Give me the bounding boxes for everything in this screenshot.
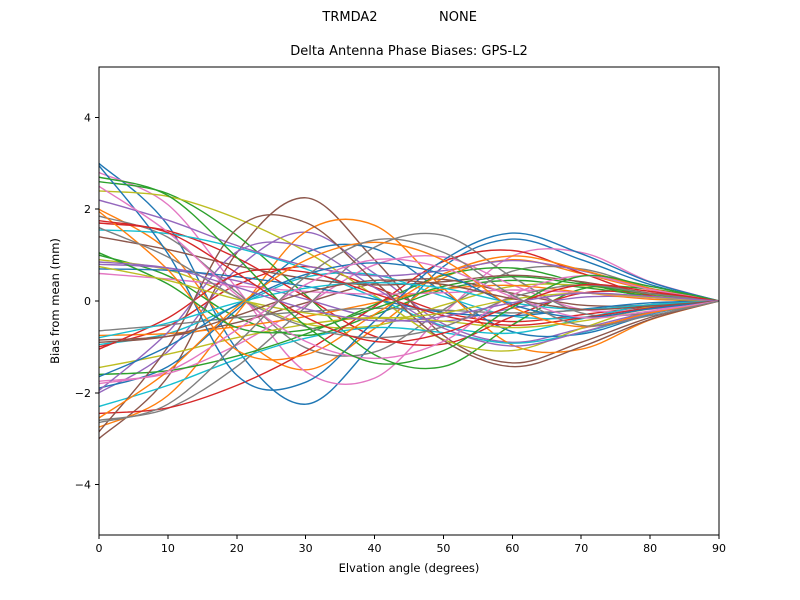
y-axis-label: Bias from mean (mm) (48, 238, 62, 364)
series-line (99, 199, 719, 302)
series-line (99, 262, 719, 378)
x-tick-label: 20 (230, 542, 244, 555)
series-line (99, 258, 719, 385)
y-tick-label: 4 (84, 111, 91, 124)
series-line (99, 231, 719, 394)
x-tick-label: 60 (505, 542, 519, 555)
series-line (99, 268, 719, 317)
series-line (99, 261, 719, 322)
series-line (99, 241, 719, 419)
series-line (99, 165, 719, 391)
x-axis-label: Elvation angle (degrees) (338, 561, 480, 575)
suptitle-mode: NONE (439, 10, 477, 25)
series-line (99, 243, 719, 389)
x-tick-label: 30 (299, 542, 313, 555)
y-tick-label: 2 (84, 203, 91, 216)
series-line (99, 238, 719, 424)
series-line (99, 214, 719, 433)
series-line (99, 185, 719, 360)
x-tick-label: 10 (161, 542, 175, 555)
x-tick-label: 50 (436, 542, 450, 555)
x-tick-label: 80 (643, 542, 657, 555)
series-line (99, 197, 719, 440)
series-lines (99, 162, 719, 440)
series-line (99, 176, 719, 365)
series-line (99, 232, 719, 421)
series-line (99, 210, 719, 361)
series-line (99, 279, 719, 343)
x-tick-label: 70 (574, 542, 588, 555)
series-line (99, 220, 719, 343)
series-line (99, 252, 719, 334)
y-tick-label: 0 (84, 295, 91, 308)
series-line (99, 281, 719, 339)
series-line (99, 284, 719, 337)
y-tick-label: −4 (75, 479, 91, 492)
chart-title: Delta Antenna Phase Biases: GPS-L2 (290, 44, 528, 59)
series-line (99, 208, 719, 371)
x-tick-label: 40 (368, 542, 382, 555)
series-line (99, 268, 719, 350)
suptitle-station: TRMDA2 (322, 10, 378, 25)
y-tick-label: −2 (75, 387, 91, 400)
series-line (99, 218, 719, 428)
series-line (99, 300, 719, 369)
x-tick-label: 0 (96, 542, 103, 555)
x-tick-label: 90 (712, 542, 726, 555)
